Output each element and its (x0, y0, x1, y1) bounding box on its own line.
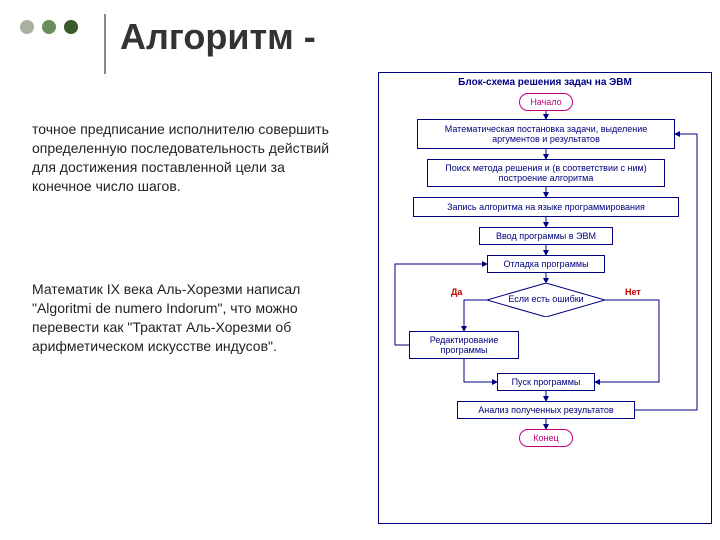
flowchart-node-n7: Пуск программы (497, 373, 595, 391)
page-title: Алгоритм - (120, 16, 316, 58)
branch-label: Да (451, 287, 462, 297)
history-paragraph: Математик IX века Аль-Хорезми написал "A… (32, 280, 362, 356)
flowchart-node-n1: Математическая постановка задачи, выделе… (417, 119, 675, 149)
flowchart-node-n8: Анализ полученных результатов (457, 401, 635, 419)
flowchart-node-n2: Поиск метода решения и (в соответствии с… (427, 159, 665, 187)
flowchart-node-dec: Если есть ошибки (487, 283, 605, 317)
flowchart-node-n6: Редактирование программы (409, 331, 519, 359)
flowchart-node-label: Если есть ошибки (487, 294, 605, 304)
flowchart-panel: Блок-схема решения задач на ЭВМ НачалоМа… (378, 72, 712, 524)
dot-1 (20, 20, 34, 34)
title-dots (20, 20, 78, 34)
flowchart-node-n4: Ввод программы в ЭВМ (479, 227, 613, 245)
flowchart-node-start: Начало (519, 93, 573, 111)
flowchart-node-n5: Отладка программы (487, 255, 605, 273)
branch-label: Нет (625, 287, 641, 297)
flowchart-node-n3: Запись алгоритма на языке программирован… (413, 197, 679, 217)
dot-3 (64, 20, 78, 34)
dot-2 (42, 20, 56, 34)
flowchart-node-end: Конец (519, 429, 573, 447)
title-divider (104, 14, 106, 74)
definition-paragraph: точное предписание исполнителю совершить… (32, 120, 332, 196)
